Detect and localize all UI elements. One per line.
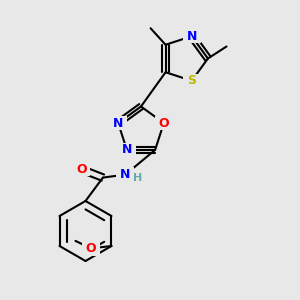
Text: O: O xyxy=(76,163,87,176)
Text: N: N xyxy=(187,30,197,43)
Bar xyxy=(72,162,90,176)
Text: S: S xyxy=(187,74,196,87)
Bar xyxy=(155,116,173,130)
Bar xyxy=(109,116,127,130)
Text: O: O xyxy=(158,117,169,130)
Bar xyxy=(116,167,134,182)
Text: O: O xyxy=(86,242,96,255)
Text: H: H xyxy=(134,173,142,183)
Text: N: N xyxy=(120,168,130,181)
Bar xyxy=(183,74,201,88)
Bar xyxy=(132,172,144,184)
Bar xyxy=(118,143,136,157)
Bar xyxy=(183,29,201,44)
Text: N: N xyxy=(113,117,123,130)
Text: N: N xyxy=(122,143,132,156)
Bar xyxy=(82,241,100,256)
